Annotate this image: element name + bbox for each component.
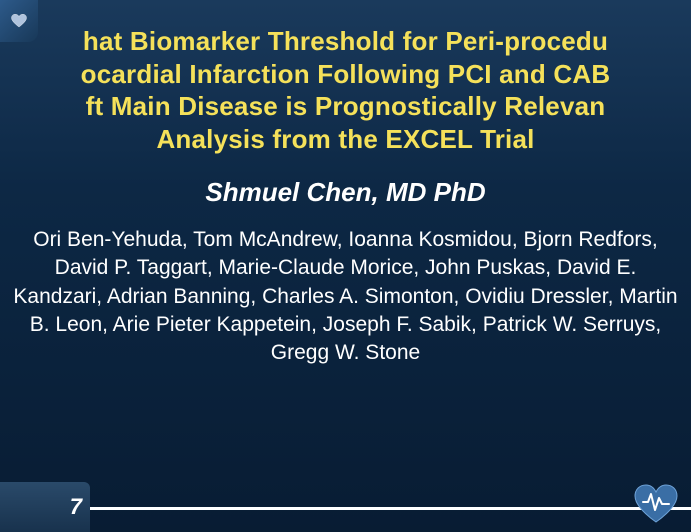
footer-year-badge: 7: [0, 482, 90, 532]
heart-small-icon: [10, 13, 28, 29]
slide-footer: 7: [0, 482, 691, 532]
presentation-slide: hat Biomarker Threshold for Peri-procedu…: [0, 0, 691, 532]
title-line-1: hat Biomarker Threshold for Peri-procedu: [4, 25, 687, 58]
title-line-2: ocardial Infarction Following PCI and CA…: [4, 58, 687, 91]
presenter-name: Shmuel Chen, MD PhD: [0, 177, 691, 208]
title-line-4: Analysis from the EXCEL Trial: [4, 123, 687, 156]
footer-divider: [0, 507, 691, 510]
author-list: Ori Ben-Yehuda, Tom McAndrew, Ioanna Kos…: [0, 226, 691, 368]
footer-logo: [629, 482, 683, 526]
corner-logo-badge: [0, 0, 38, 42]
title-line-3: ft Main Disease is Prognostically Releva…: [4, 90, 687, 123]
footer-year-text: 7: [70, 494, 82, 520]
heart-logo-icon: [629, 482, 683, 526]
slide-title: hat Biomarker Threshold for Peri-procedu…: [0, 25, 691, 155]
